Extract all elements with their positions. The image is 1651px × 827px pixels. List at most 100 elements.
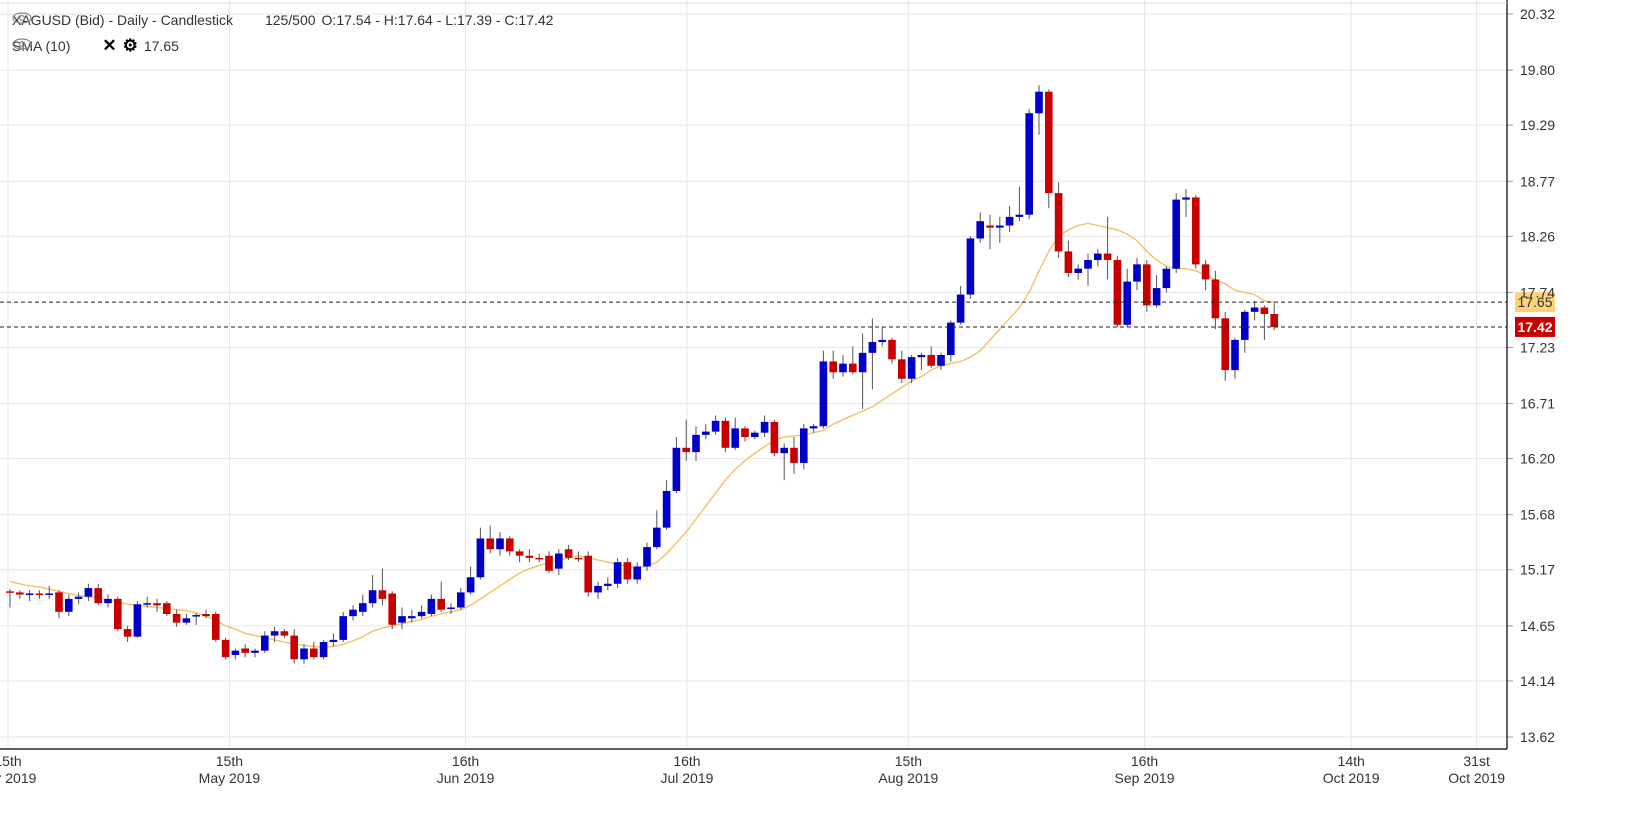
candle-body (878, 339, 886, 343)
candle-body (192, 615, 200, 617)
candle-body (555, 553, 563, 569)
bearish-candle (202, 609, 210, 619)
bearish-candle (378, 568, 387, 606)
candle-body (868, 342, 877, 353)
bullish-candle (819, 350, 828, 429)
bullish-candle (1182, 188, 1190, 217)
bullish-candle (74, 592, 83, 605)
y-tick-label: 19.29 (1520, 117, 1555, 133)
bearish-candle (1221, 311, 1229, 381)
bearish-candle (829, 350, 837, 379)
sma-series (9, 222, 1275, 649)
candle-body (584, 555, 592, 593)
bullish-candle (662, 480, 671, 530)
y-tick-label: 15.17 (1520, 562, 1555, 578)
axes (0, 0, 1513, 750)
y-tick-label: 14.65 (1520, 618, 1555, 634)
candle-body (319, 642, 328, 658)
candle-body (1094, 253, 1102, 261)
bearish-candle (241, 644, 249, 658)
candle-body (721, 420, 730, 448)
close-icon[interactable]: ✕ (102, 36, 117, 55)
candle-body (241, 648, 249, 653)
candle-body (74, 596, 83, 599)
candle-body (682, 447, 690, 453)
bullish-candle (966, 236, 975, 299)
candle-body (1231, 339, 1239, 371)
bullish-candle (643, 542, 651, 571)
candle-body (1123, 281, 1131, 325)
candle-body (378, 590, 387, 599)
candle-series (6, 85, 1278, 664)
candle-body (25, 593, 34, 595)
x-tick-label-day: 15th (216, 753, 243, 769)
bearish-candle (1260, 305, 1269, 340)
bearish-candle (35, 590, 44, 599)
bullish-candle (65, 594, 73, 617)
bullish-candle (947, 320, 955, 362)
candle-body (1211, 279, 1220, 319)
bullish-candle (760, 415, 769, 438)
x-tick-label-month: May 2019 (199, 770, 261, 786)
bullish-candle (476, 527, 485, 580)
candle-body (94, 588, 102, 604)
bullish-candle (1074, 264, 1082, 280)
candle-body (574, 557, 583, 560)
bullish-candle (868, 318, 877, 390)
candle-body (447, 607, 455, 610)
bullish-candle (25, 590, 34, 602)
candle-body (849, 363, 857, 373)
bullish-candle (937, 352, 945, 371)
x-tick-label-day: 16th (1131, 753, 1158, 769)
candle-body (790, 447, 798, 463)
candle-body (359, 603, 367, 612)
candle-body (349, 609, 357, 617)
x-tick-label-month: Jun 2019 (437, 770, 495, 786)
bullish-candle (427, 594, 436, 617)
candle-body (545, 555, 553, 571)
bullish-candle (731, 417, 739, 450)
candle-body (310, 648, 318, 658)
eye-icon[interactable] (12, 38, 96, 52)
candle-body (633, 566, 641, 580)
eye-icon[interactable] (12, 12, 259, 26)
candle-body (1005, 216, 1014, 226)
candle-body (937, 354, 945, 366)
candle-body (55, 592, 63, 612)
bearish-candle (221, 637, 230, 660)
candle-body (819, 361, 828, 427)
bullish-candle (408, 609, 416, 623)
ohlc-readout: O:17.54 - H:17.64 - L:17.39 - C:17.42 (321, 12, 554, 28)
candle-body (388, 593, 396, 625)
bullish-candle (780, 443, 788, 481)
y-tick-label: 16.20 (1520, 451, 1555, 467)
bullish-candle (1172, 193, 1180, 273)
candle-body (270, 631, 279, 636)
candle-body (1152, 288, 1161, 306)
candle-body (1201, 264, 1210, 280)
candle-body (408, 616, 416, 619)
candle-body (996, 225, 1004, 228)
bearish-candle (1192, 195, 1200, 269)
legend-row-sma: SMA (10) ✕ ⚙ 17.65 (12, 36, 179, 55)
candle-body (898, 359, 906, 379)
candle-body (290, 635, 298, 660)
candle-body (45, 593, 53, 595)
bearish-candle (770, 419, 779, 457)
bullish-candle (143, 596, 151, 608)
bullish-candle (1035, 85, 1043, 135)
candle-body (486, 538, 494, 550)
candle-body (1103, 253, 1112, 261)
candle-body (1260, 307, 1269, 314)
gear-icon[interactable]: ⚙ (122, 36, 138, 55)
bearish-candle (623, 557, 632, 584)
x-tick-label-day: 15th (0, 753, 22, 769)
bearish-candle (486, 525, 494, 554)
y-tick-label: 14.14 (1520, 673, 1555, 689)
y-tick-label: 17.23 (1520, 339, 1555, 355)
candle-body (143, 603, 151, 605)
bearish-candle (6, 589, 14, 608)
candle-body (907, 357, 916, 379)
